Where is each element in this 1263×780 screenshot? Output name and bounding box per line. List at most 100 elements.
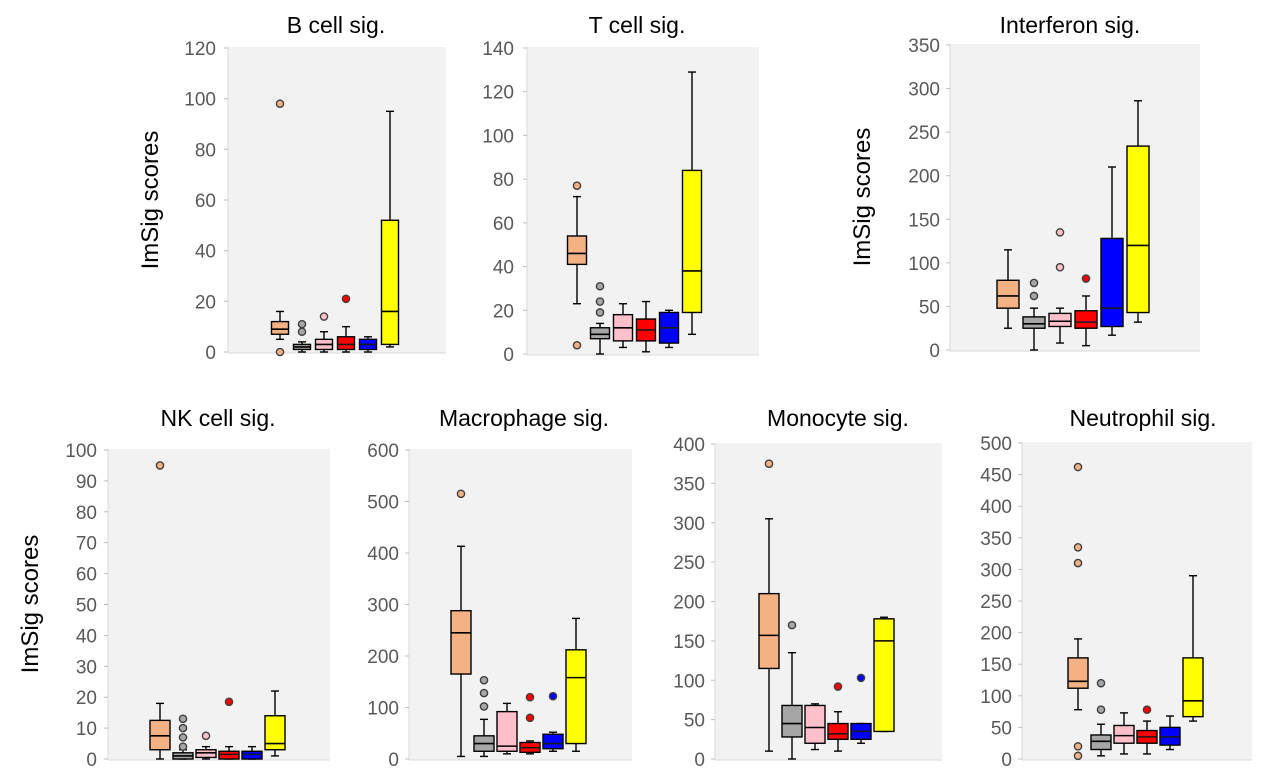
box-iqr [1113,724,1135,744]
box-iqr [264,715,286,751]
y-tick-label: 20 [493,301,514,322]
y-tick-label: 300 [673,514,705,535]
box-4 [218,697,240,760]
y-tick-label: 100 [482,126,514,147]
outlier-point [856,673,866,683]
y-tick-label: 100 [184,90,216,111]
box-5 [358,336,378,353]
box-4 [1074,274,1098,347]
y-tick-label: 40 [76,626,97,647]
y-tick-label: 150 [908,210,940,231]
box-3 [1048,228,1072,344]
outlier-point [1142,705,1152,715]
box-iqr [781,704,803,738]
outlier-point [1073,751,1083,761]
outlier-point [275,99,285,109]
y-tick-label: 50 [684,711,705,732]
outlier-point [1073,742,1083,751]
box-5 [1159,715,1181,751]
box-5 [1100,166,1124,336]
outlier-point [155,461,165,470]
box-1 [149,461,171,760]
y-tick-label: 0 [205,343,216,364]
outlier-point [595,281,605,291]
outlier-point [1081,274,1091,283]
box-6 [380,110,400,348]
outlier-point [479,675,489,685]
y-tick-label: 60 [493,214,514,235]
outlier-point [572,181,582,190]
panel-background [1022,442,1252,760]
box-4 [519,692,541,755]
outlier-point [595,297,605,306]
y-axis-label: ImSig scores [137,131,164,270]
y-tick-label: 80 [76,503,97,524]
box-iqr [380,219,400,346]
outlier-point [456,489,466,499]
outlier-point [525,713,535,723]
box-iqr [1074,310,1098,329]
outlier-point [341,294,351,304]
chart-title: Interferon sig. [1000,12,1141,38]
chart-title: T cell sig. [589,12,686,38]
outlier-point [525,692,535,702]
outlier-point [1073,542,1083,552]
outlier-point [275,347,285,357]
y-tick-label: 30 [76,657,97,678]
box-2 [589,281,611,355]
y-tick-label: 50 [991,718,1012,739]
y-tick-label: 100 [367,699,399,720]
outlier-point [572,340,582,350]
panel-6: 0 50 100 150 200 250 300 350 400 Monocyte sig. [673,405,942,771]
y-tick-label: 60 [195,191,216,212]
box-iqr [827,722,849,741]
box-2 [1090,678,1112,757]
y-tick-label: 150 [980,655,1012,676]
outlier-point [178,714,188,724]
box-iqr [270,320,290,335]
panel-background [228,47,446,353]
box-2 [172,714,194,760]
panel-4: 0 10 20 30 40 50 60 70 80 90 100 NK cell sig. ImSig … [17,405,330,771]
box-iqr [1090,734,1112,751]
y-tick-label: 100 [65,441,97,462]
y-tick-label: 100 [908,254,940,275]
box-5 [241,745,263,760]
box-iqr [1048,312,1072,328]
panel-7: 0 50 100 150 200 250 300 350 400 450 500 Neutrophil… [980,405,1252,771]
outlier-point [1029,278,1039,288]
y-tick-label: 0 [1001,750,1012,771]
y-tick-label: 40 [493,258,514,279]
y-tick-label: 200 [367,647,399,668]
y-tick-label: 500 [367,493,399,514]
box-1 [758,459,780,752]
box-iqr [873,618,895,733]
y-tick-label: 250 [908,123,940,144]
box-iqr [566,235,588,266]
chart-title: Monocyte sig. [767,405,909,431]
outlier-point [178,742,188,751]
box-3 [804,703,826,751]
outlier-point [1073,558,1083,568]
box-4 [336,294,356,353]
box-iqr [565,649,587,745]
panel-background [950,44,1200,351]
outlier-point [1055,262,1065,272]
y-tick-label: 20 [195,292,216,313]
box-4 [1136,705,1158,755]
y-tick-label: 300 [367,596,399,617]
box-iqr [496,710,518,752]
outlier-point [297,327,307,337]
outlier-point [1029,291,1039,301]
box-2 [781,620,803,760]
y-tick-label: 300 [980,560,1012,581]
outlier-point [595,308,605,317]
panel-5: 0 100 200 300 400 500 600 Macrophage sig. [367,405,632,771]
chart-title: B cell sig. [287,12,385,38]
box-iqr [450,609,472,675]
box-6 [1182,575,1204,722]
y-tick-label: 140 [482,39,514,60]
y-axis-label: ImSig scores [849,128,876,267]
box-3 [195,731,217,760]
